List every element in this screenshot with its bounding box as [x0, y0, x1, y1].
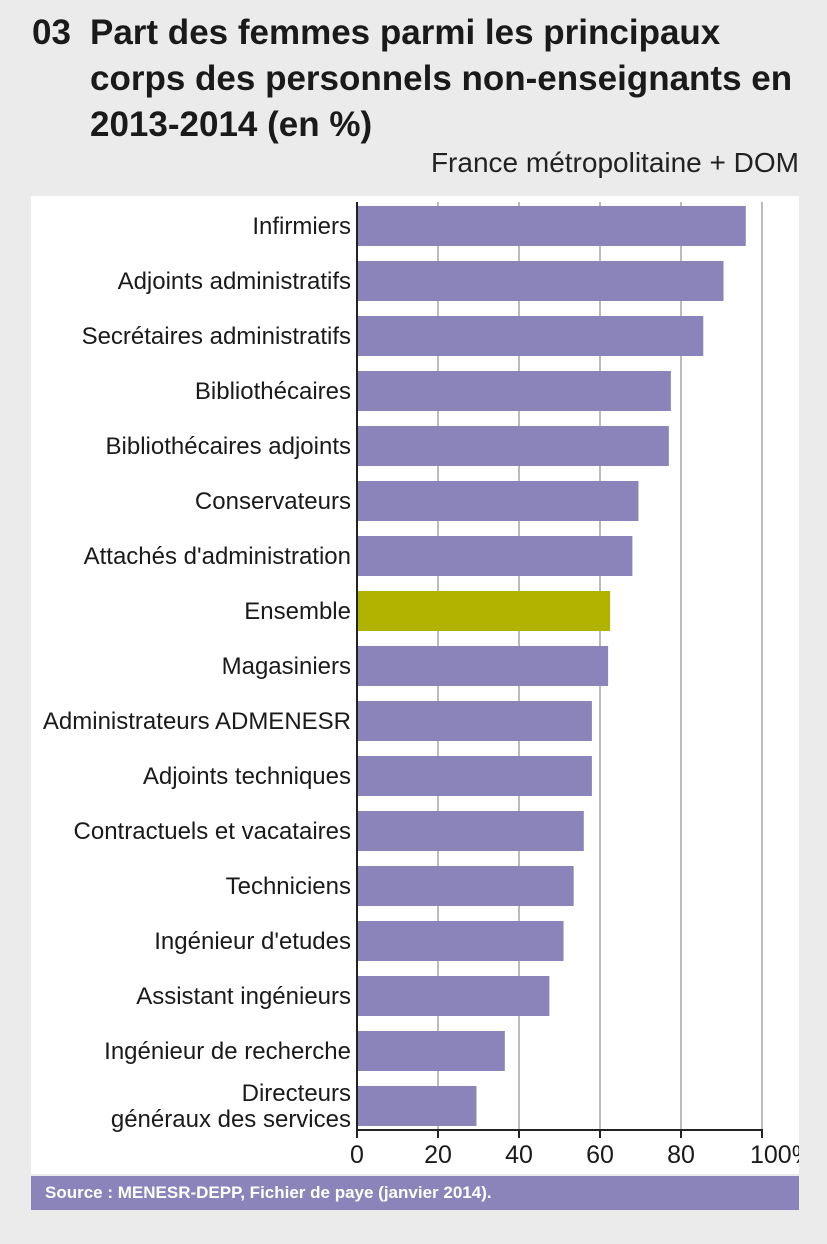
category-label: Administrateurs ADMENESR	[43, 708, 351, 735]
category-label: Directeurs	[242, 1080, 351, 1107]
bar	[357, 536, 633, 576]
x-tick-label: 60	[586, 1141, 614, 1169]
x-tick-label: 100%	[750, 1141, 799, 1169]
bar	[357, 1031, 505, 1071]
x-tick-label: 0	[350, 1141, 364, 1169]
bar-chart: Infirmiers Adjoints administratifs Secréta…	[43, 202, 799, 1169]
bar	[357, 866, 574, 906]
bar	[357, 426, 669, 466]
category-label: Ensemble	[244, 598, 351, 625]
chart-subtitle: France métropolitaine + DOM	[430, 147, 799, 178]
category-label: généraux des services	[111, 1106, 351, 1133]
category-label: Bibliothécaires adjoints	[106, 433, 351, 460]
category-label: Infirmiers	[252, 213, 351, 240]
category-label: Assistant ingénieurs	[136, 983, 351, 1010]
chart-panel: Infirmiers Adjoints administratifs Secréta…	[31, 196, 799, 1174]
category-label: Secrétaires administratifs	[82, 323, 351, 350]
bar	[357, 646, 609, 686]
bar	[357, 371, 671, 411]
x-tick-label: 20	[424, 1141, 452, 1169]
bar	[357, 206, 746, 246]
category-label: Conservateurs	[195, 488, 351, 515]
chart-title: Part des femmes parmi les principaux cor…	[90, 13, 793, 144]
source-note: Source : MENESR-DEPP, Fichier de paye (j…	[45, 1183, 492, 1202]
bar	[357, 921, 564, 961]
bar	[357, 481, 639, 521]
category-label: Ingénieur de recherche	[104, 1038, 351, 1065]
bar	[357, 701, 592, 741]
figure-number: 03	[32, 13, 71, 52]
category-label: Contractuels et vacataires	[74, 818, 351, 845]
category-label: Adjoints techniques	[143, 763, 351, 790]
category-label: Adjoints administratifs	[118, 268, 351, 295]
category-label: Attachés d'administration	[84, 543, 351, 570]
x-tick-label: 40	[505, 1141, 533, 1169]
bar	[357, 261, 724, 301]
source-bar: Source : MENESR-DEPP, Fichier de paye (j…	[31, 1176, 799, 1210]
category-label: Ingénieur d'etudes	[154, 928, 351, 955]
bar	[357, 1086, 477, 1126]
bar	[357, 756, 592, 796]
category-label: Magasiniers	[222, 653, 351, 680]
bar	[357, 976, 550, 1016]
bar	[357, 316, 704, 356]
bar-highlight	[357, 591, 611, 631]
bar	[357, 811, 584, 851]
x-tick-label: 80	[667, 1141, 695, 1169]
category-label: Techniciens	[226, 873, 351, 900]
category-label: Bibliothécaires	[195, 378, 351, 405]
